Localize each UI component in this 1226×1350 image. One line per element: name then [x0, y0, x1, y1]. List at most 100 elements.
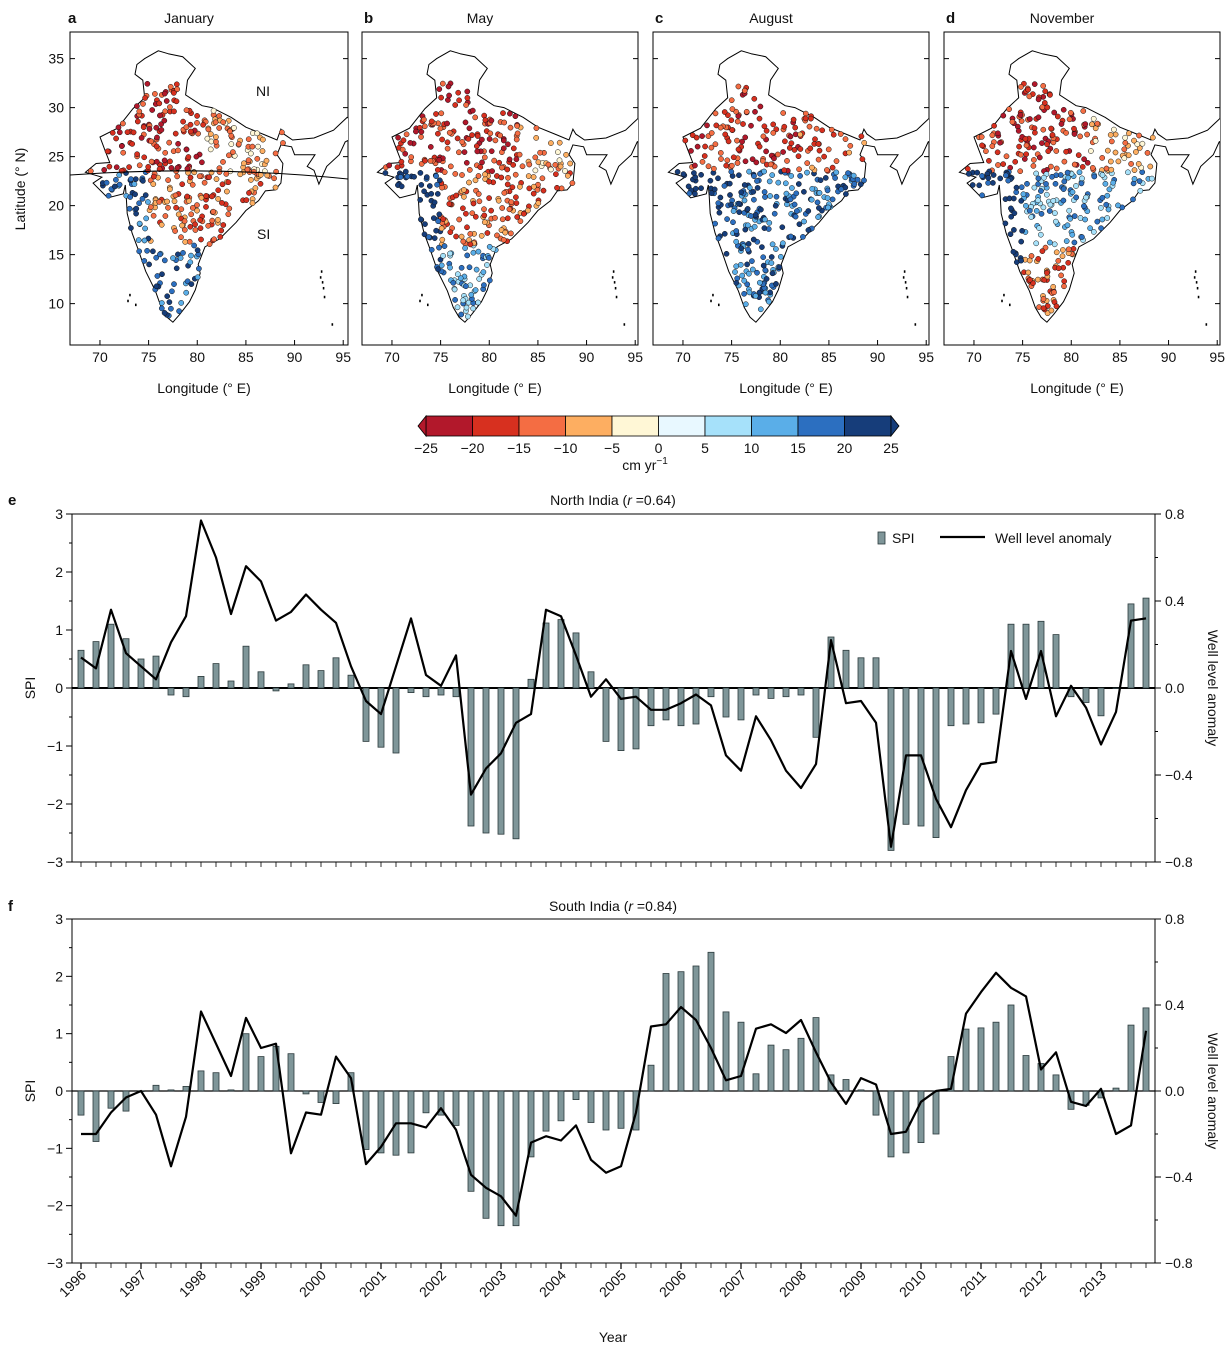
well-station-dot — [1030, 144, 1037, 151]
well-station-dot — [792, 213, 799, 220]
year-tick-label: 2011 — [957, 1267, 990, 1300]
well-station-dot — [103, 179, 110, 186]
well-station-dot — [1066, 116, 1073, 123]
well-station-dot — [1077, 133, 1083, 140]
spi-bar — [392, 687, 400, 754]
well-station-dot — [979, 142, 985, 149]
map-xtick-label: 95 — [335, 349, 351, 365]
well-station-dot — [1102, 180, 1109, 187]
colorbar-segment — [751, 415, 799, 437]
well-station-dot — [464, 224, 470, 231]
well-station-dot — [1088, 148, 1094, 154]
well-station-dot — [774, 151, 781, 158]
well-station-dot — [802, 110, 809, 117]
map-xtick-label: 85 — [238, 349, 254, 365]
well-station-dot — [1135, 161, 1142, 167]
well-station-dot — [757, 306, 764, 313]
well-station-dot — [1083, 194, 1089, 201]
well-station-dot — [773, 246, 779, 252]
well-station-dot — [1131, 167, 1138, 173]
well-station-dot — [206, 174, 212, 181]
well-station-dot — [1026, 257, 1033, 264]
well-station-dot — [795, 181, 802, 187]
well-station-dot — [215, 196, 221, 202]
well-station-dot — [469, 210, 476, 217]
region-label-si: SI — [257, 226, 270, 242]
well-station-dot — [441, 243, 448, 249]
well-station-dot — [783, 190, 790, 197]
well-station-dot — [457, 275, 464, 282]
spi-bar — [1082, 687, 1090, 703]
spi-bar — [977, 1027, 985, 1092]
well-station-dot — [780, 149, 786, 155]
well-station-dot — [1049, 173, 1055, 180]
well-station-dot — [488, 117, 495, 124]
chart-title: South India (r =0.84) — [549, 898, 677, 914]
well-station-dot — [737, 261, 744, 268]
well-station-dot — [1094, 120, 1101, 127]
well-station-dot — [491, 157, 498, 164]
well-station-dot — [173, 265, 180, 272]
well-station-dot — [494, 232, 500, 239]
well-station-dot — [692, 162, 698, 169]
well-station-dot — [497, 132, 504, 139]
well-station-dot — [1040, 296, 1047, 302]
well-station-dot — [815, 214, 821, 220]
well-station-dot — [742, 226, 749, 233]
well-station-dot — [1064, 169, 1071, 176]
well-station-dot — [213, 138, 219, 145]
well-station-dot — [979, 192, 985, 199]
well-station-dot — [1063, 238, 1070, 244]
well-station-dot — [450, 279, 457, 286]
well-station-dot — [796, 166, 802, 173]
map-ylabel: Latitude (° N) — [12, 148, 28, 231]
well-station-dot — [215, 187, 222, 194]
well-station-dot — [495, 197, 502, 204]
spi-bar — [1052, 634, 1060, 689]
spi-bar — [422, 687, 430, 698]
well-station-dot — [1121, 146, 1128, 153]
spi-bar — [587, 1090, 595, 1123]
well-station-dot — [756, 289, 763, 296]
well-station-dot — [815, 141, 822, 147]
well-station-dot — [461, 187, 467, 193]
y2tick-label: −0.8 — [1165, 1255, 1193, 1271]
well-station-dot — [505, 141, 511, 148]
map-xtick-label: 75 — [724, 349, 740, 365]
year-tick-label: 1999 — [236, 1267, 269, 1300]
well-station-dot — [179, 181, 186, 188]
island — [319, 276, 322, 279]
well-station-dot — [227, 128, 233, 135]
spi-bar — [272, 687, 280, 692]
well-station-dot — [1108, 138, 1115, 145]
well-station-dot — [1042, 88, 1049, 95]
well-station-dot — [760, 133, 767, 140]
well-station-dot — [829, 196, 836, 203]
well-station-dot — [728, 117, 735, 124]
spi-bar — [452, 687, 460, 698]
well-station-dot — [394, 164, 401, 171]
well-station-dot — [723, 250, 730, 257]
island — [1008, 303, 1011, 307]
well-station-dot — [145, 164, 152, 170]
well-station-dot — [1144, 150, 1151, 156]
well-station-dot — [254, 130, 260, 137]
well-station-dot — [218, 227, 225, 234]
island — [127, 299, 129, 303]
island — [914, 323, 917, 326]
well-station-dot — [1033, 170, 1040, 177]
xlabel-year: Year — [599, 1329, 628, 1345]
spi-bar — [782, 1049, 790, 1092]
spi-bar — [197, 676, 205, 689]
well-station-dot — [760, 262, 767, 269]
well-station-dot — [254, 155, 261, 162]
well-station-dot — [1053, 165, 1060, 172]
well-station-dot — [712, 220, 718, 227]
well-station-dot — [194, 113, 200, 119]
island — [902, 276, 905, 279]
well-station-dot — [506, 156, 513, 163]
well-station-dot — [189, 181, 196, 188]
well-station-dot — [203, 204, 209, 210]
well-station-dot — [129, 141, 136, 147]
